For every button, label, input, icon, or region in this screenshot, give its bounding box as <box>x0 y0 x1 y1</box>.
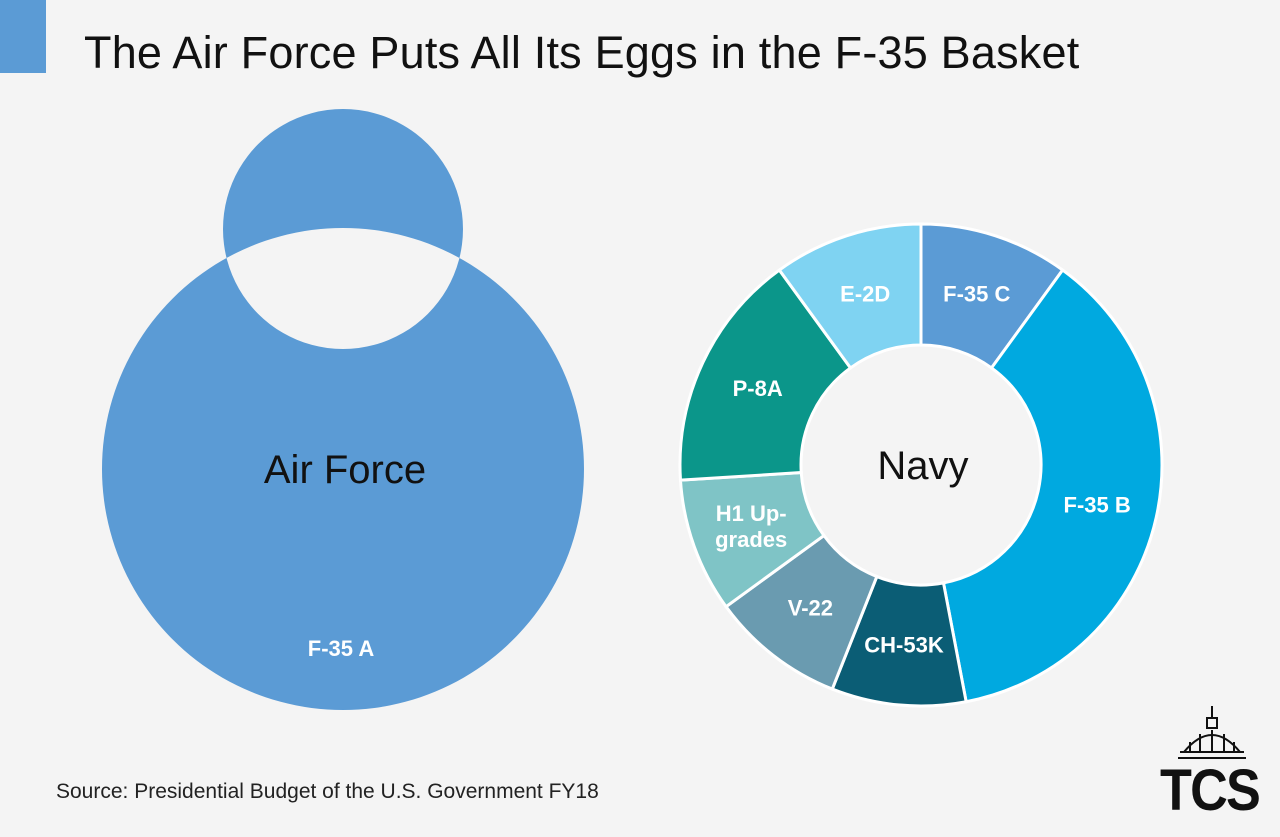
source-note: Source: Presidential Budget of the U.S. … <box>56 780 599 803</box>
slice-f-35-b <box>941 267 1164 704</box>
slice-label-f-35-b: F-35 B <box>1064 492 1131 517</box>
slice-label-f-35-c: F-35 C <box>943 281 1010 306</box>
page-title: The Air Force Puts All Its Eggs in the F… <box>84 27 1080 78</box>
capitol-dome-logo-icon <box>1178 706 1246 759</box>
slice-label-p-8a: P-8A <box>733 376 783 401</box>
slice-label-f-35-a: F-35 A <box>308 636 375 661</box>
slice-label-ch-53k: CH-53K <box>864 633 944 658</box>
slice-label-h1-up-grades: H1 Up-grades <box>715 501 787 552</box>
center-label-air-force: Air Force <box>264 448 426 492</box>
accent-block <box>0 0 46 73</box>
slice-f-35-a <box>101 109 584 710</box>
center-label-navy: Navy <box>877 444 968 488</box>
logo-text: TCS <box>1160 758 1261 823</box>
slice-label-e-2d: E-2D <box>840 281 890 306</box>
slice-e-2d <box>777 222 923 371</box>
slice-p-8a <box>678 267 853 482</box>
slice-label-v-22: V-22 <box>788 596 833 621</box>
